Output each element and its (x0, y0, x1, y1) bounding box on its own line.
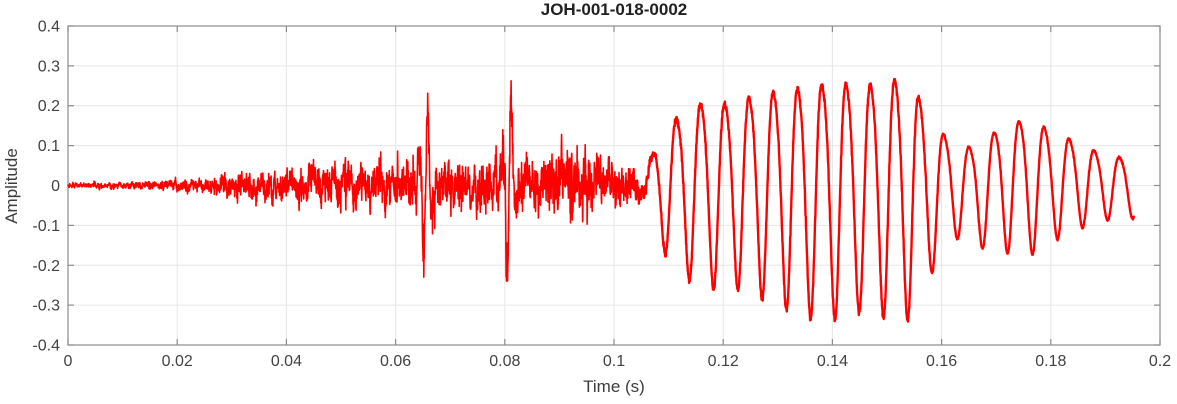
x-tick-label: 0.16 (926, 353, 957, 370)
x-tick-label: 0.14 (817, 353, 848, 370)
x-tick-label: 0.02 (162, 353, 193, 370)
x-axis-label: Time (s) (583, 377, 645, 396)
waveform-trace-noise-section (67, 80, 664, 282)
y-tick-label: -0.4 (32, 338, 60, 355)
chart-title: JOH-001-018-0002 (541, 0, 687, 19)
waveform-trace-tone-section (632, 78, 1135, 323)
y-tick-label: 0.2 (38, 98, 60, 115)
y-tick-label: 0.3 (38, 58, 60, 75)
x-tick-label: 0.2 (1149, 353, 1171, 370)
waveform-trace (67, 78, 1135, 323)
x-tick-label: 0 (64, 353, 73, 370)
x-tick-label: 0.08 (489, 353, 520, 370)
y-tick-label: -0.3 (32, 298, 60, 315)
axis-tick-labels: 0 0.02 0.04 0.06 0.08 0.1 0.12 0.14 0.16 0.18 0.2 -… (32, 19, 1171, 371)
x-tick-label: 0.1 (603, 353, 625, 370)
y-tick-label: -0.1 (32, 218, 60, 235)
y-axis-label: Amplitude (2, 148, 21, 224)
y-tick-label: -0.2 (32, 258, 60, 275)
x-tick-label: 0.04 (271, 353, 302, 370)
x-tick-label: 0.12 (708, 353, 739, 370)
y-tick-label: 0.1 (38, 138, 60, 155)
x-tick-label: 0.06 (380, 353, 411, 370)
x-tick-label: 0.18 (1035, 353, 1066, 370)
y-tick-label: 0 (51, 178, 60, 195)
y-tick-label: 0.4 (38, 19, 60, 36)
